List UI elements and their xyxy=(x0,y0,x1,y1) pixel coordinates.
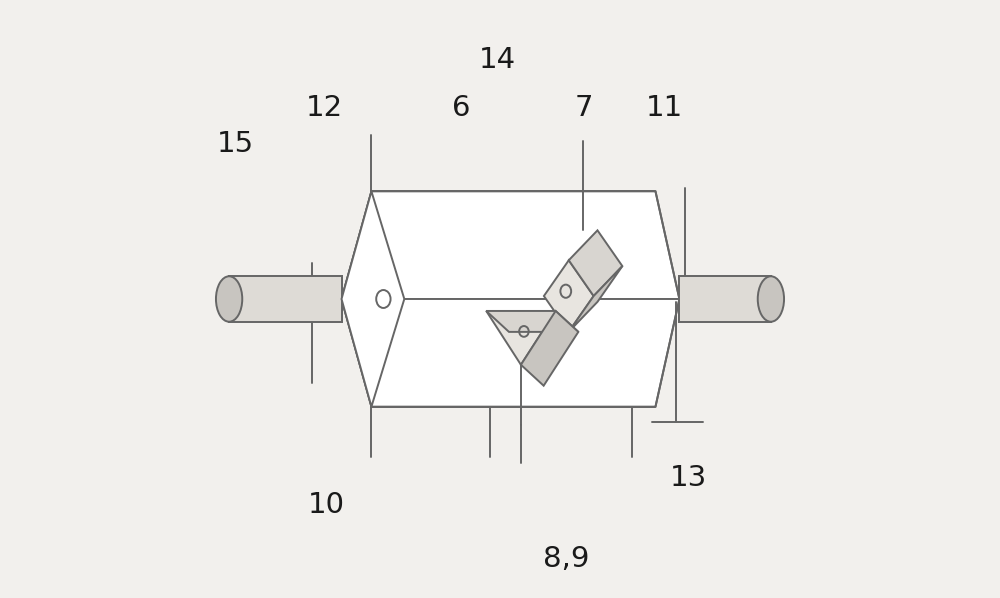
Text: 12: 12 xyxy=(306,94,343,121)
Polygon shape xyxy=(486,311,578,332)
Text: 7: 7 xyxy=(574,94,593,121)
Polygon shape xyxy=(342,191,679,299)
Bar xyxy=(229,276,342,322)
Text: 8,9: 8,9 xyxy=(543,545,589,573)
Polygon shape xyxy=(544,260,594,332)
Text: 10: 10 xyxy=(308,492,345,519)
Text: 15: 15 xyxy=(217,130,254,157)
Polygon shape xyxy=(486,311,556,365)
Ellipse shape xyxy=(216,276,242,322)
Bar xyxy=(679,276,771,322)
Ellipse shape xyxy=(758,276,784,322)
Text: 14: 14 xyxy=(478,46,516,74)
Polygon shape xyxy=(342,191,404,407)
Text: 6: 6 xyxy=(452,94,470,121)
Polygon shape xyxy=(521,311,578,386)
Polygon shape xyxy=(569,266,622,332)
Text: 11: 11 xyxy=(646,94,683,121)
Text: 13: 13 xyxy=(670,465,707,492)
Polygon shape xyxy=(342,299,679,407)
Polygon shape xyxy=(569,230,622,296)
